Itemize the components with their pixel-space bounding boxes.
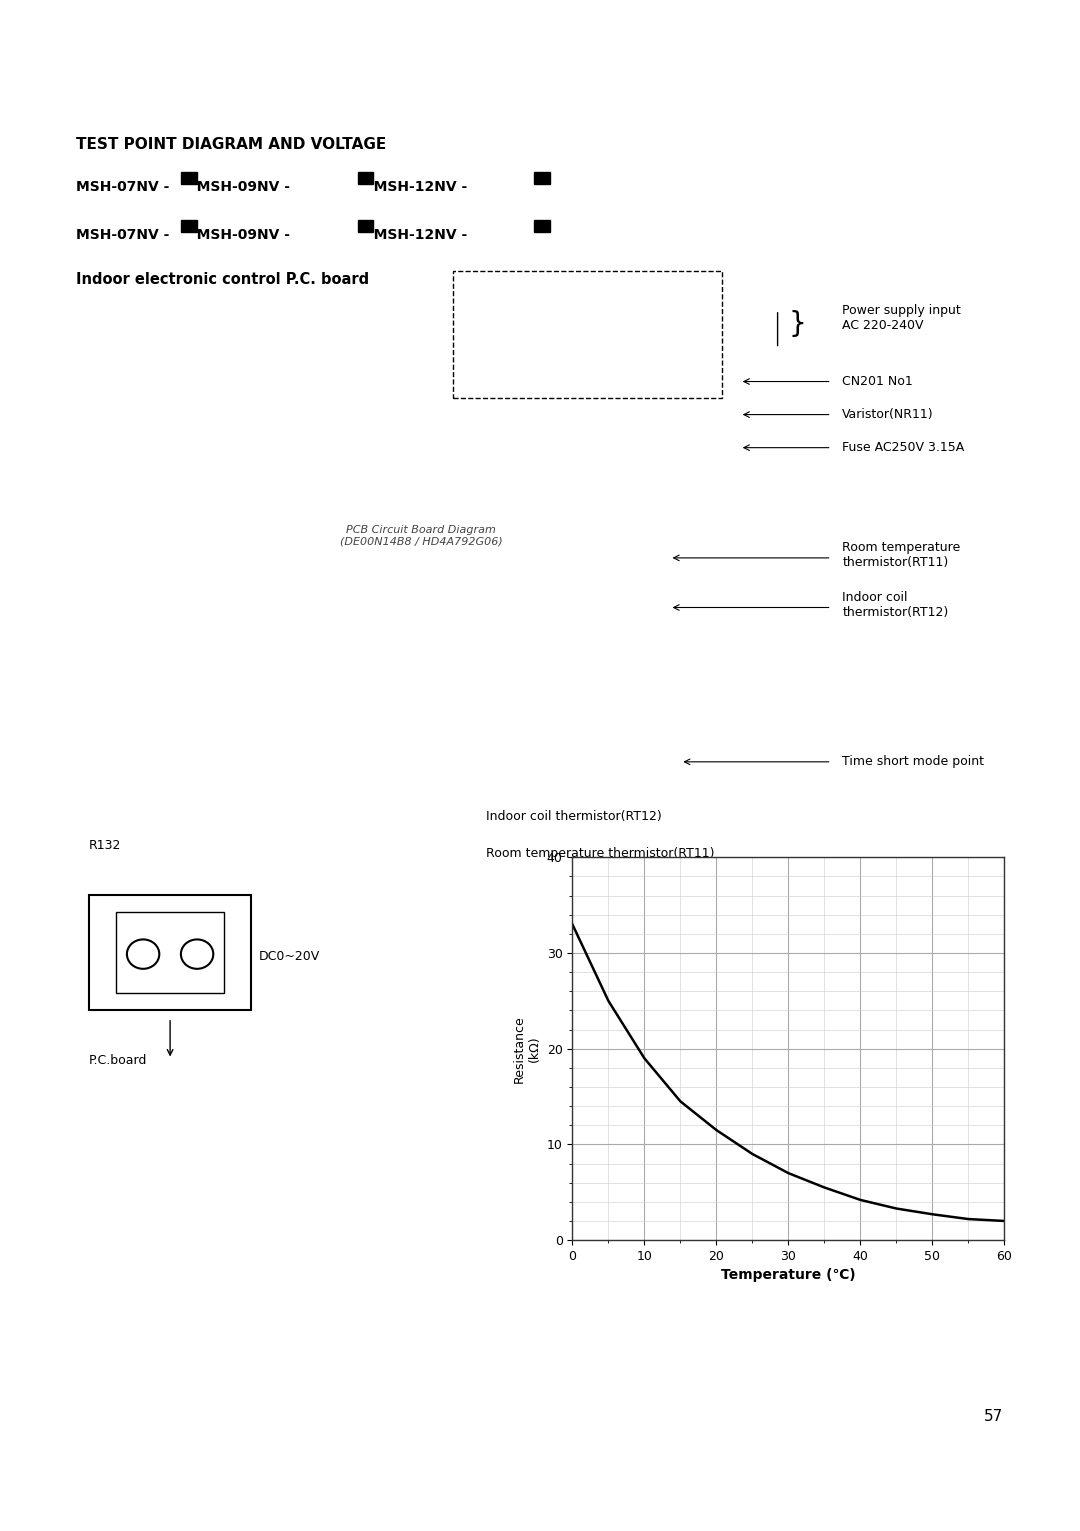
Text: Indoor coil
thermistor(RT12): Indoor coil thermistor(RT12) xyxy=(842,591,948,619)
Text: E1: E1 xyxy=(183,173,195,184)
Text: }: } xyxy=(788,309,806,338)
Y-axis label: Resistance
(kΩ): Resistance (kΩ) xyxy=(513,1015,541,1082)
Text: E2: E2 xyxy=(536,220,549,231)
Text: R132: R132 xyxy=(90,839,121,851)
Text: 57: 57 xyxy=(984,1409,1003,1424)
Text: DC0~20V: DC0~20V xyxy=(259,951,321,963)
Text: Room temperature
thermistor(RT11): Room temperature thermistor(RT11) xyxy=(842,540,960,570)
Text: Fuse AC250V 3.15A: Fuse AC250V 3.15A xyxy=(842,441,964,455)
Text: E2: E2 xyxy=(183,220,195,231)
Text: PCB Circuit Board Diagram
(DE00N14B8 / HD4A792G06): PCB Circuit Board Diagram (DE00N14B8 / H… xyxy=(340,525,502,547)
Text: E2: E2 xyxy=(359,220,373,231)
Text: TEST POINT DIAGRAM AND VOLTAGE: TEST POINT DIAGRAM AND VOLTAGE xyxy=(76,136,386,152)
Text: E1: E1 xyxy=(359,173,373,184)
Text: Indoor electronic control P.C. board: Indoor electronic control P.C. board xyxy=(76,273,368,286)
Text: Power supply input
AC 220-240V: Power supply input AC 220-240V xyxy=(842,305,961,332)
Text: Room temperature thermistor(RT11): Room temperature thermistor(RT11) xyxy=(486,847,715,859)
Text: Varistor(NR11): Varistor(NR11) xyxy=(842,409,934,421)
Text: MSH-09NV -: MSH-09NV - xyxy=(183,181,291,194)
Text: CN201 No1: CN201 No1 xyxy=(842,375,914,387)
Text: Indoor coil thermistor(RT12): Indoor coil thermistor(RT12) xyxy=(486,810,662,822)
Text: Time short mode point: Time short mode point xyxy=(842,755,984,769)
Text: MSH-12NV -: MSH-12NV - xyxy=(359,181,468,194)
Text: P.C.board: P.C.board xyxy=(90,1053,148,1067)
X-axis label: Temperature (℃): Temperature (℃) xyxy=(721,1268,855,1283)
Text: E1: E1 xyxy=(536,173,549,184)
Text: MSH-07NV -: MSH-07NV - xyxy=(76,181,168,194)
Text: MSH-12NV -: MSH-12NV - xyxy=(359,228,468,242)
Text: MSH-07NV -: MSH-07NV - xyxy=(76,228,168,242)
Text: MSH-09NV -: MSH-09NV - xyxy=(183,228,291,242)
